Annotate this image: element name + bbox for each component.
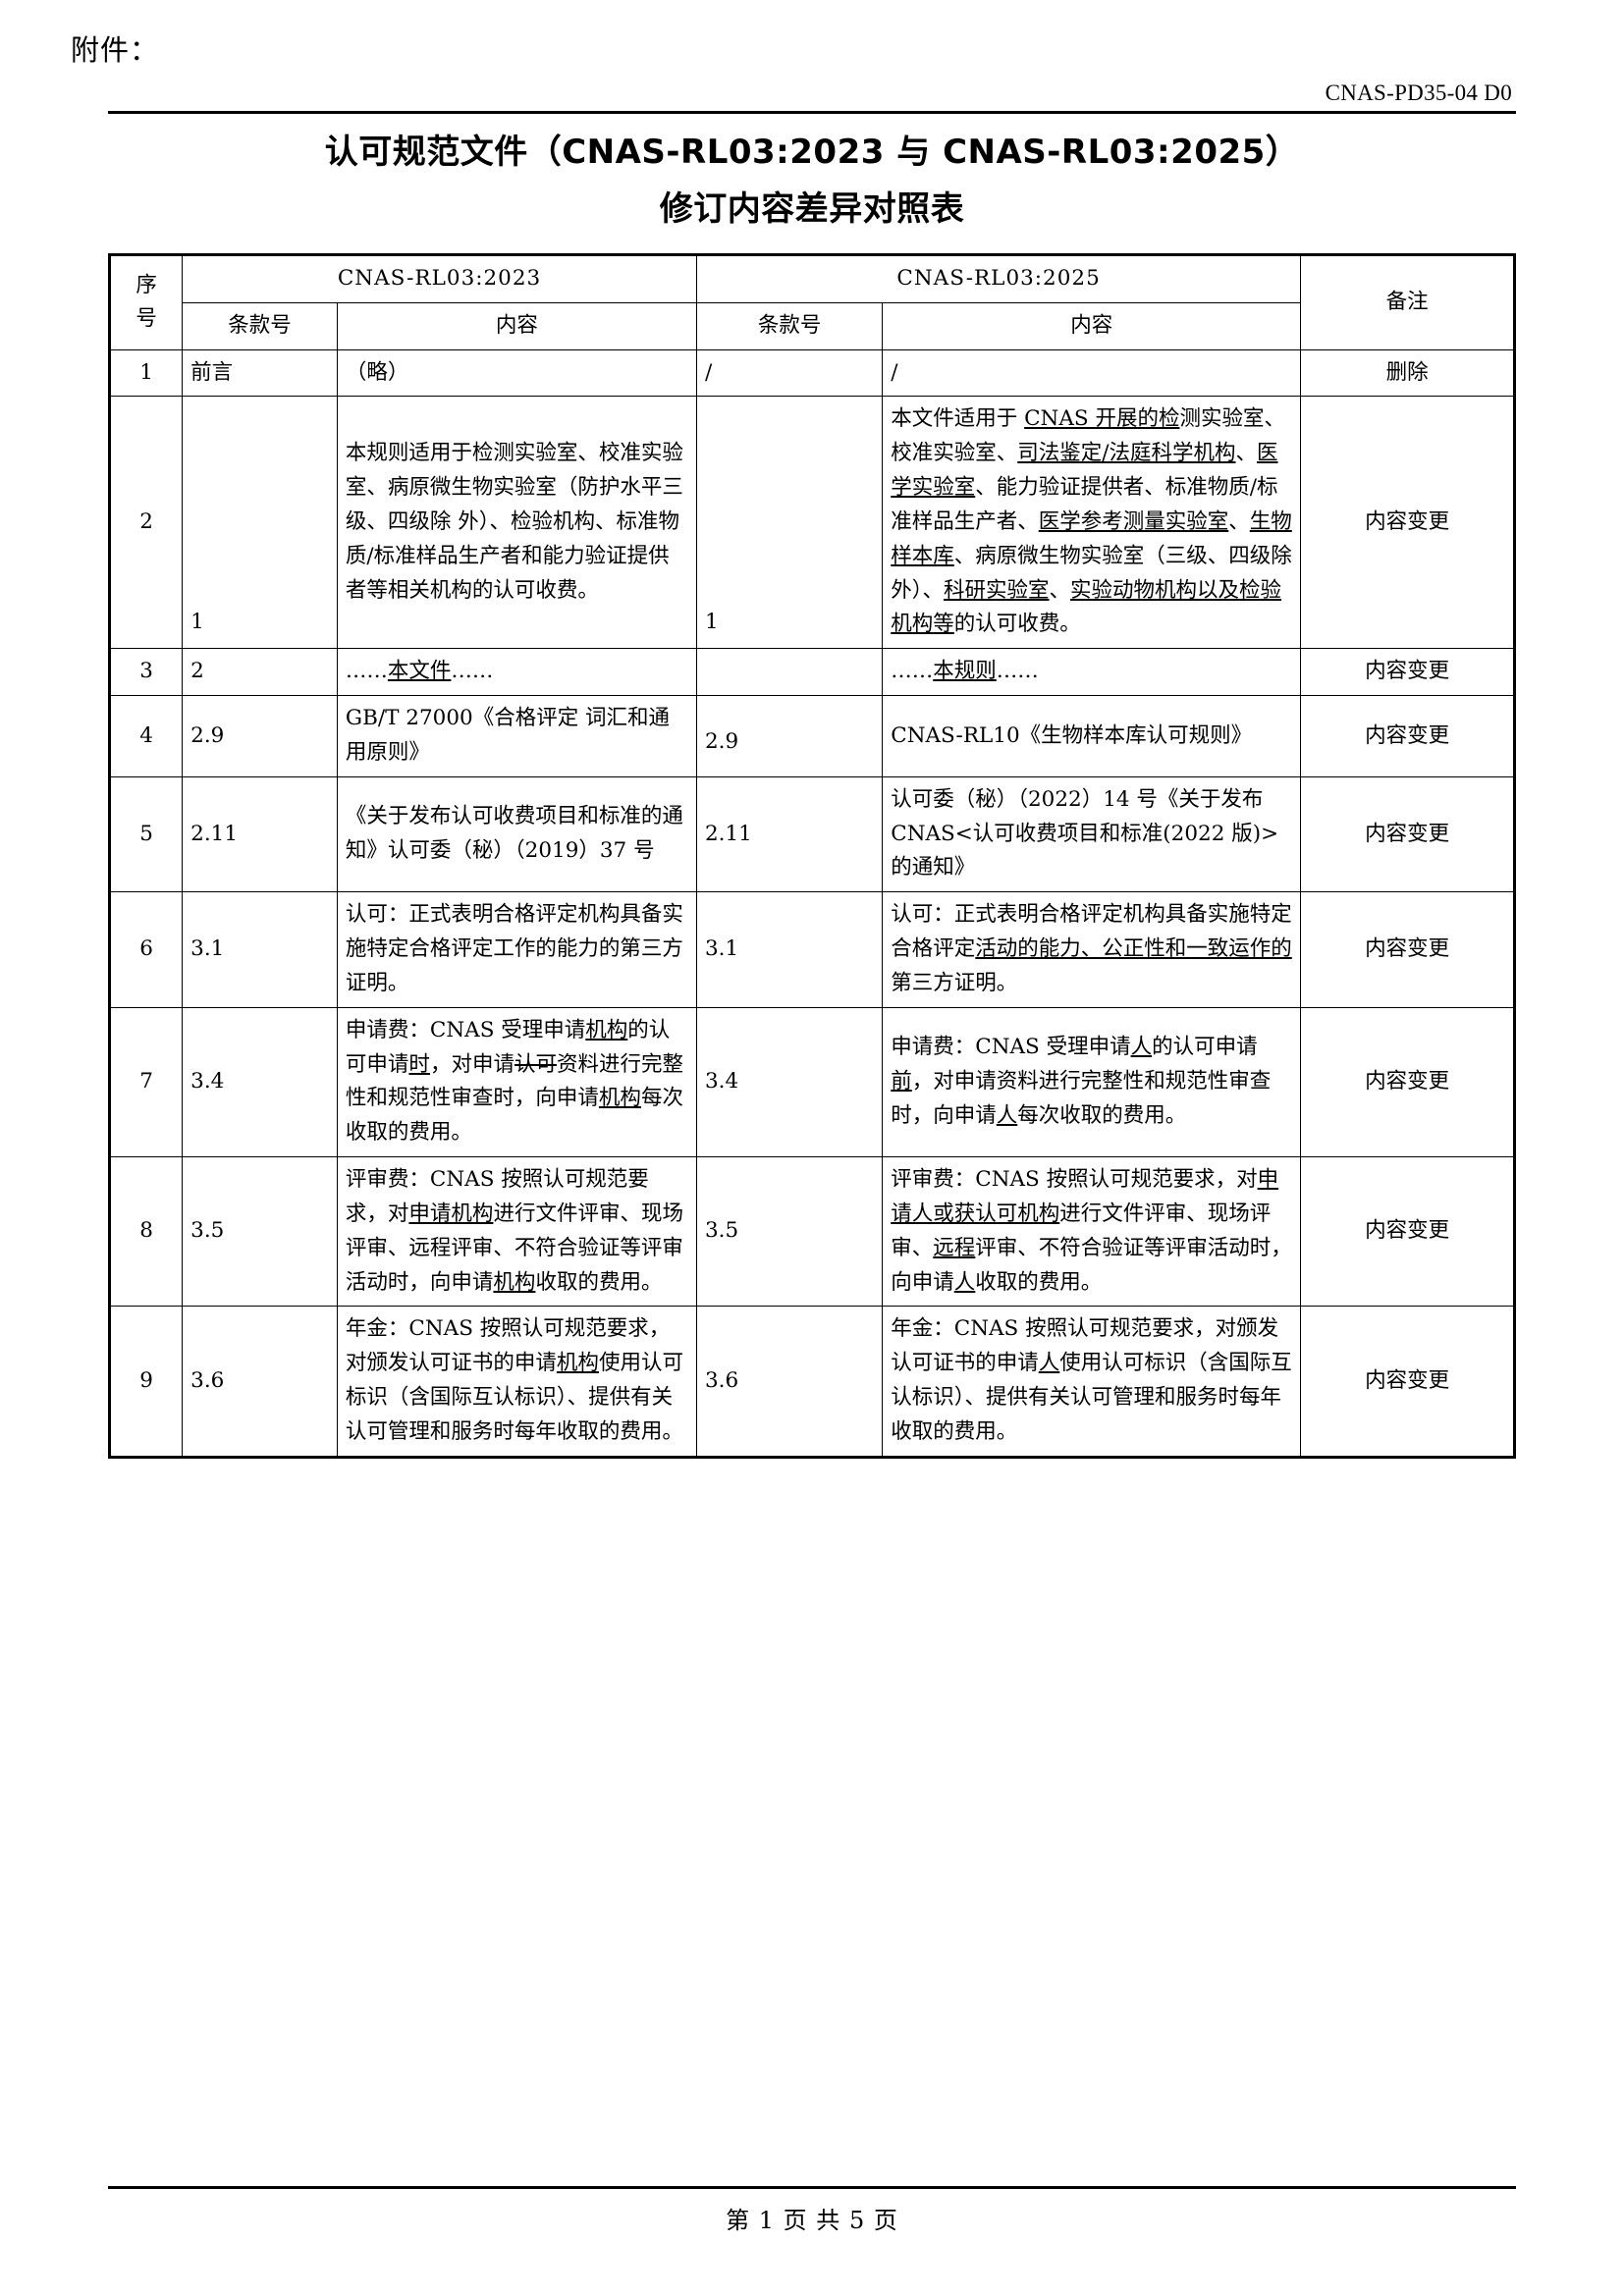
table-header-row-1: 序号 CNAS-RL03:2023 CNAS-RL03:2025 备注 (107, 253, 1516, 350)
row-content-2025: 认可委（秘）（2022）14 号《关于发布 CNAS<认可收费项目和标准(202… (882, 775, 1302, 893)
row-content-2025: / (882, 348, 1302, 398)
row-content-2023: ……本文件…… (336, 648, 697, 697)
row-clause-2025: 1 (695, 396, 884, 650)
row-clause-2023: 2.9 (182, 695, 338, 777)
page-title-line2: 修订内容差异对照表 (659, 189, 965, 229)
row-content-2023: （略） (336, 348, 697, 398)
running-header: CNAS-PD35-04 D0 (108, 80, 1516, 114)
row-seq: 8 (107, 1156, 184, 1308)
row-clause-2023: 前言 (182, 348, 338, 398)
header-group-2025: CNAS-RL03:2025 (695, 253, 1302, 303)
row-clause-2025: 3.1 (695, 891, 884, 1008)
row-note: 内容变更 (1300, 1156, 1516, 1308)
header-content-2025: 内容 (882, 301, 1302, 350)
row-note: 内容变更 (1300, 775, 1516, 893)
row-note: 删除 (1300, 348, 1516, 398)
footer-divider (108, 2186, 1516, 2189)
table-row: 1 前言 （略） / / 删除 (107, 348, 1516, 398)
row-seq: 3 (107, 648, 184, 697)
attachment-label: 附件： (71, 33, 160, 67)
row-clause-2025: 3.6 (695, 1306, 884, 1459)
header-divider (108, 111, 1516, 114)
row-note: 内容变更 (1300, 891, 1516, 1008)
header-content-2023: 内容 (336, 301, 697, 350)
row-content-2023: GB/T 27000《合格评定 词汇和通用原则》 (336, 695, 697, 777)
header-clause-2023: 条款号 (182, 301, 338, 350)
document-code: CNAS-PD35-04 D0 (1325, 80, 1512, 105)
header-note: 备注 (1300, 253, 1516, 350)
row-clause-2023: 1 (182, 396, 338, 650)
row-content-2025: 本文件适用于 CNAS 开展的检测实验室、校准实验室、司法鉴定/法庭科学机构、医… (882, 396, 1302, 650)
row-note: 内容变更 (1300, 1006, 1516, 1158)
table-row: 3 2 ……本文件…… ……本规则…… 内容变更 (107, 648, 1516, 697)
table-row: 8 3.5 评审费：CNAS 按照认可规范要求，对申请机构进行文件评审、现场评审… (107, 1156, 1516, 1308)
row-clause-2025: 2.9 (695, 695, 884, 777)
row-clause-2023: 3.4 (182, 1006, 338, 1158)
page-number: 第 1 页 共 5 页 (726, 2207, 898, 2234)
row-clause-2023: 3.1 (182, 891, 338, 1008)
row-note: 内容变更 (1300, 1306, 1516, 1459)
table-row: 2 1 本规则适用于检测实验室、校准实验室、病原微生物实验室（防护水平三级、四级… (107, 396, 1516, 650)
row-content-2025: 年金：CNAS 按照认可规范要求，对颁发认可证书的申请人使用认可标识（含国际互认… (882, 1306, 1302, 1459)
row-clause-2023: 3.5 (182, 1156, 338, 1308)
row-content-2023: 认可：正式表明合格评定机构具备实施特定合格评定工作的能力的第三方证明。 (336, 891, 697, 1008)
row-seq: 4 (107, 695, 184, 777)
row-note: 内容变更 (1300, 648, 1516, 697)
row-clause-2025 (695, 648, 884, 697)
row-note: 内容变更 (1300, 695, 1516, 777)
row-seq: 2 (107, 396, 184, 650)
row-content-2023: 《关于发布认可收费项目和标准的通知》认可委（秘）（2019）37 号 (336, 775, 697, 893)
row-content-2025: 认可：正式表明合格评定机构具备实施特定合格评定活动的能力、公正性和一致运作的第三… (882, 891, 1302, 1008)
table-row: 6 3.1 认可：正式表明合格评定机构具备实施特定合格评定工作的能力的第三方证明… (107, 891, 1516, 1008)
table-row: 5 2.11 《关于发布认可收费项目和标准的通知》认可委（秘）（2019）37 … (107, 775, 1516, 893)
page-title-line1: 认可规范文件（CNAS-RL03:2023 与 CNAS-RL03:2025） (324, 133, 1300, 172)
header-group-2023: CNAS-RL03:2023 (182, 253, 697, 303)
row-seq: 5 (107, 775, 184, 893)
row-content-2025: CNAS-RL10《生物样本库认可规则》 (882, 695, 1302, 777)
row-seq: 7 (107, 1006, 184, 1158)
row-content-2025: ……本规则…… (882, 648, 1302, 697)
table-row: 7 3.4 申请费：CNAS 受理申请机构的认可申请时，对申请认可资料进行完整性… (107, 1006, 1516, 1158)
row-clause-2023: 2.11 (182, 775, 338, 893)
row-clause-2023: 2 (182, 648, 338, 697)
row-note: 内容变更 (1300, 396, 1516, 650)
table-row: 9 3.6 年金：CNAS 按照认可规范要求，对颁发认可证书的申请机构使用认可标… (107, 1306, 1516, 1459)
row-clause-2025: 3.5 (695, 1156, 884, 1308)
row-clause-2023: 3.6 (182, 1306, 338, 1459)
row-clause-2025: 3.4 (695, 1006, 884, 1158)
row-clause-2025: / (695, 348, 884, 398)
header-clause-2025: 条款号 (695, 301, 884, 350)
row-content-2025: 评审费：CNAS 按照认可规范要求，对申请人或获认可机构进行文件评审、现场评审、… (882, 1156, 1302, 1308)
row-seq: 9 (107, 1306, 184, 1459)
table-row: 4 2.9 GB/T 27000《合格评定 词汇和通用原则》 2.9 CNAS-… (107, 695, 1516, 777)
row-content-2023: 申请费：CNAS 受理申请机构的认可申请时，对申请认可资料进行完整性和规范性审查… (336, 1006, 697, 1158)
row-seq: 1 (107, 348, 184, 398)
header-seq: 序号 (107, 253, 184, 350)
row-content-2023: 年金：CNAS 按照认可规范要求，对颁发认可证书的申请机构使用认可标识（含国际互… (336, 1306, 697, 1459)
row-content-2023: 评审费：CNAS 按照认可规范要求，对申请机构进行文件评审、现场评审、远程评审、… (336, 1156, 697, 1308)
row-content-2023: 本规则适用于检测实验室、校准实验室、病原微生物实验室（防护水平三级、四级除 外）… (336, 396, 697, 650)
row-seq: 6 (107, 891, 184, 1008)
revision-comparison-table: 序号 CNAS-RL03:2023 CNAS-RL03:2025 备注 条款号 … (107, 253, 1516, 1459)
row-content-2025: 申请费：CNAS 受理申请人的认可申请前，对申请资料进行完整性和规范性审查时，向… (882, 1006, 1302, 1158)
row-clause-2025: 2.11 (695, 775, 884, 893)
